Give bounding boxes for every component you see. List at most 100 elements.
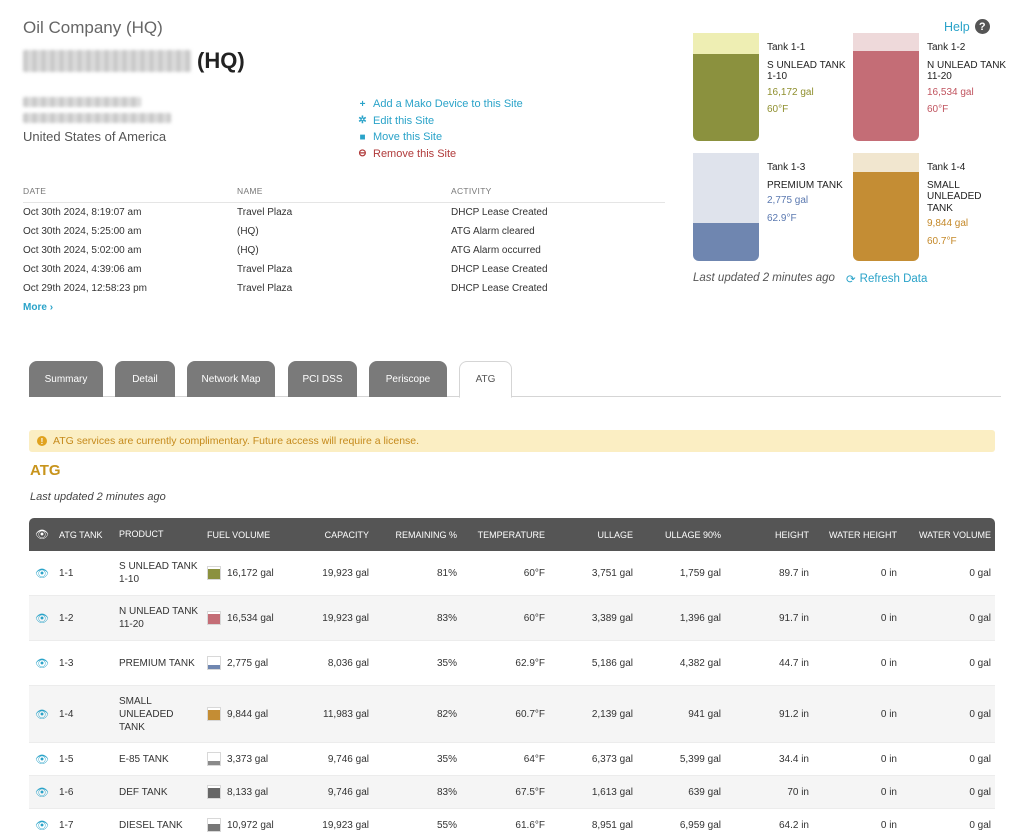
tank-id: Tank 1-1	[767, 42, 806, 53]
table-row: 👁 1-1 S UNLEAD TANK 1-10 16,172 gal 19,923 g…	[29, 551, 995, 596]
tank-card[interactable]: Tank 1-1 S UNLEAD TANK 1-10 16,172 gal 60°F	[693, 33, 853, 143]
eye-icon[interactable]: 👁	[35, 567, 49, 580]
ullage-cell: 6,373 gal	[591, 753, 633, 765]
tank-product: SMALL UNLEADED TANK	[927, 179, 982, 214]
tab-periscope[interactable]: Periscope	[369, 361, 447, 397]
col-fuel-volume[interactable]: FUEL VOLUME	[207, 529, 271, 540]
tank-volume: 16,172 gal	[767, 86, 814, 98]
eye-icon[interactable]: 👁	[35, 786, 49, 799]
activity-type: ATG Alarm occurred	[451, 245, 541, 256]
fuel-volume-cell: 16,172 gal	[203, 566, 303, 580]
add-device-link[interactable]: + Add a Mako Device to this Site	[359, 98, 523, 111]
fuel-volume-cell: 16,534 gal	[203, 611, 303, 625]
fuel-level-swatch	[207, 566, 221, 580]
tab-detail[interactable]: Detail	[115, 361, 175, 397]
ullage-cell: 8,951 gal	[591, 819, 633, 831]
atg-tank-cell: 1-5	[59, 753, 74, 765]
water-volume-cell: 0 gal	[969, 753, 991, 765]
temperature-cell: 67.5°F	[515, 786, 545, 798]
atg-last-updated: Last updated 2 minutes ago	[30, 491, 166, 503]
remaining-cell: 83%	[436, 786, 457, 798]
atg-tank-cell: 1-6	[59, 786, 74, 798]
refresh-data-button[interactable]: ⟳ Refresh Data	[846, 273, 928, 286]
ullage-cell: 3,389 gal	[591, 612, 633, 624]
activity-date: Oct 29th 2024, 12:58:23 pm	[23, 283, 147, 294]
col-remaining[interactable]: REMAINING %	[395, 529, 457, 540]
fuel-volume-cell: 8,133 gal	[203, 785, 303, 799]
edit-site-link[interactable]: ✲ Edit this Site	[358, 114, 435, 127]
company-name: Oil Company (HQ)	[23, 18, 163, 37]
remaining-cell: 55%	[436, 819, 457, 831]
water-height-cell: 0 in	[880, 657, 897, 669]
tank-card[interactable]: Tank 1-3 PREMIUM TANK 2,775 gal 62.9°F	[693, 153, 853, 263]
col-ullage[interactable]: ULLAGE	[597, 529, 633, 540]
alert-icon: !	[37, 436, 47, 446]
remove-site-link[interactable]: ⊖ Remove this Site	[358, 147, 457, 160]
height-cell: 44.7 in	[778, 657, 809, 669]
eye-icon[interactable]: 👁	[35, 753, 49, 766]
water-height-cell: 0 in	[880, 567, 897, 579]
capacity-cell: 11,983 gal	[323, 708, 369, 720]
atg-tank-cell: 1-3	[59, 657, 74, 669]
tank-id: Tank 1-2	[927, 42, 966, 53]
tank-card[interactable]: Tank 1-2 N UNLEAD TANK 11-20 16,534 gal 60°…	[853, 33, 1013, 143]
water-height-cell: 0 in	[880, 819, 897, 831]
tank-volume: 16,534 gal	[927, 86, 974, 98]
atg-table-header: 👁 ATG TANK PRODUCT FUEL VOLUME CAPACITY …	[29, 518, 995, 551]
remaining-cell: 35%	[436, 657, 457, 669]
activity-type: DHCP Lease Created	[451, 283, 548, 294]
tank-temp: 62.9°F	[767, 212, 797, 224]
activity-name: Travel Plaza	[237, 207, 293, 218]
tab-pci-dss[interactable]: PCI DSS	[288, 361, 357, 397]
col-temperature[interactable]: TEMPERATURE	[477, 529, 545, 540]
table-row: 👁 1-7 DIESEL TANK 10,972 gal 19,923 gal 55% 61…	[29, 809, 995, 840]
activity-col-date: DATE	[23, 186, 47, 196]
atg-tank-cell: 1-2	[59, 612, 74, 624]
col-ullage-90[interactable]: ULLAGE 90%	[664, 529, 721, 540]
eye-icon[interactable]: 👁	[35, 708, 49, 721]
col-capacity[interactable]: CAPACITY	[324, 529, 369, 540]
activity-log: DATE NAME ACTIVITY Oct 30th 2024, 8:19:0…	[23, 186, 665, 313]
capacity-cell: 8,036 gal	[327, 657, 369, 669]
col-height[interactable]: HEIGHT	[774, 529, 809, 540]
eye-icon[interactable]: 👁	[35, 612, 49, 625]
tab-summary[interactable]: Summary	[29, 361, 103, 397]
water-volume-cell: 0 gal	[969, 657, 991, 669]
tab-atg[interactable]: ATG	[459, 361, 512, 398]
col-water-height[interactable]: WATER HEIGHT	[829, 529, 897, 540]
col-water-volume[interactable]: WATER VOLUME	[918, 529, 991, 540]
tank-volume: 9,844 gal	[927, 218, 969, 229]
tab-network-map[interactable]: Network Map	[187, 361, 275, 397]
ullage-cell: 5,186 gal	[591, 657, 633, 669]
col-product[interactable]: PRODUCT	[119, 529, 164, 539]
ullage-90-cell: 639 gal	[688, 786, 721, 798]
water-height-cell: 0 in	[880, 612, 897, 624]
truck-icon: ■	[359, 131, 366, 143]
fuel-level-swatch	[207, 707, 221, 721]
eye-icon[interactable]: 👁	[35, 529, 49, 541]
move-site-link[interactable]: ■ Move this Site	[359, 131, 443, 144]
table-row: 👁 1-4 SMALL UNLEADED TANK 9,844 gal 11,983 g…	[29, 686, 995, 743]
col-atg-tank[interactable]: ATG TANK	[59, 529, 103, 540]
site-address: United States of America	[23, 97, 171, 144]
fuel-volume-cell: 9,844 gal	[203, 707, 303, 721]
activity-name: (HQ)	[237, 226, 259, 237]
atg-table-body: 👁 1-1 S UNLEAD TANK 1-10 16,172 gal 19,923 g…	[29, 551, 995, 840]
water-height-cell: 0 in	[880, 753, 897, 765]
table-row: 👁 1-2 N UNLEAD TANK 11-20 16,534 gal 19,923 …	[29, 596, 995, 641]
help-link[interactable]: Help ?	[944, 19, 990, 34]
ullage-90-cell: 1,396 gal	[679, 612, 721, 624]
capacity-cell: 19,923 gal	[322, 567, 369, 579]
table-row: 👁 1-6 DEF TANK 8,133 gal 9,746 gal 83% 67.5°F 1…	[29, 776, 995, 809]
more-activity-link[interactable]: More ›	[23, 302, 54, 313]
activity-col-name: NAME	[237, 186, 263, 196]
eye-icon[interactable]: 👁	[35, 819, 49, 832]
product-cell: E-85 TANK	[119, 753, 169, 765]
temperature-cell: 60.7°F	[515, 708, 545, 720]
capacity-cell: 9,746 gal	[327, 786, 369, 798]
tank-card[interactable]: Tank 1-4 SMALL UNLEADED TANK 9,844 gal 60.7…	[853, 153, 1013, 263]
water-height-cell: 0 in	[880, 708, 897, 720]
water-volume-cell: 0 gal	[969, 819, 991, 831]
eye-icon[interactable]: 👁	[35, 657, 49, 670]
tank-id: Tank 1-4	[927, 162, 966, 173]
